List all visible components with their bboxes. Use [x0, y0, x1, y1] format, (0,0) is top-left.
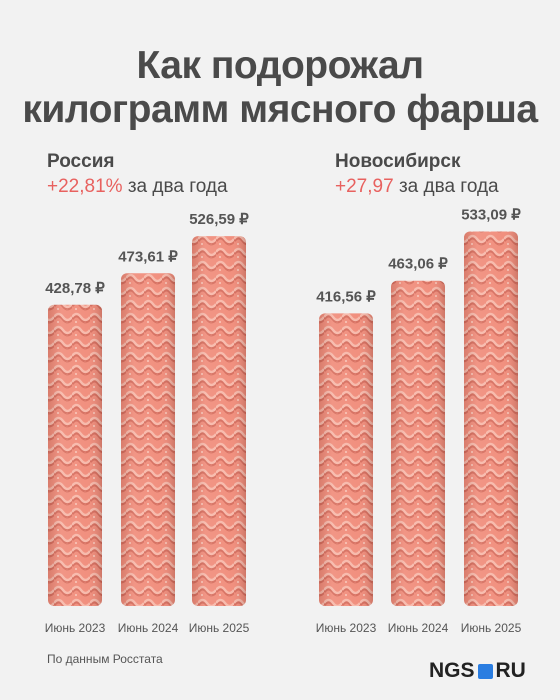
title-line-2: килограмм мясного фарша [22, 88, 538, 131]
value-label-russia-3: 526,59 ₽ [189, 211, 249, 228]
change-line-novosibirsk: +27,97 за два года [335, 174, 499, 200]
bar-shade-russia-1 [48, 304, 102, 606]
category-label-russia-2: Июнь 2024 [118, 621, 179, 635]
bar-shade-novosibirsk-2 [391, 280, 445, 606]
region-name-novosibirsk: Новосибирск [335, 151, 461, 172]
logo-text-left: NGS [429, 659, 475, 682]
category-label-russia-1: Июнь 2023 [45, 621, 106, 635]
change-suffix-russia: за два года [127, 176, 228, 197]
logo-text-right: RU [495, 659, 526, 682]
bar-shade-novosibirsk-3 [464, 231, 518, 606]
ngs-logo: NGS RU [429, 659, 526, 682]
value-label-novosibirsk-3: 533,09 ₽ [461, 207, 521, 224]
source-note: По данным Росстата [47, 652, 163, 666]
category-label-russia-3: Июнь 2025 [189, 621, 250, 635]
change-suffix-novosibirsk: за два года [398, 176, 499, 197]
title-line-1: Как подорожал [136, 44, 425, 87]
change-pct-russia: +22,81% [47, 176, 123, 197]
panel-header-russia: Россия +22,81% за два года [47, 150, 228, 200]
category-label-novosibirsk-3: Июнь 2025 [461, 621, 522, 635]
value-label-russia-1: 428,78 ₽ [45, 280, 105, 297]
change-pct-novosibirsk: +27,97 [335, 176, 394, 197]
category-label-novosibirsk-2: Июнь 2024 [388, 621, 449, 635]
logo-square-icon [477, 663, 493, 679]
change-line-russia: +22,81% за два года [47, 174, 228, 200]
value-label-russia-2: 473,61 ₽ [118, 248, 178, 265]
panel-header-novosibirsk: Новосибирск +27,97 за два года [335, 150, 499, 200]
bar-shade-russia-3 [192, 236, 246, 606]
bar-shade-russia-2 [121, 273, 175, 606]
region-name-russia: Россия [47, 151, 115, 172]
bar-shade-novosibirsk-1 [319, 313, 373, 606]
value-label-novosibirsk-1: 416,56 ₽ [316, 288, 376, 305]
value-label-novosibirsk-2: 463,06 ₽ [388, 256, 448, 273]
page-title: Как подорожал килограмм мясного фарша [0, 44, 560, 132]
category-label-novosibirsk-1: Июнь 2023 [316, 621, 377, 635]
